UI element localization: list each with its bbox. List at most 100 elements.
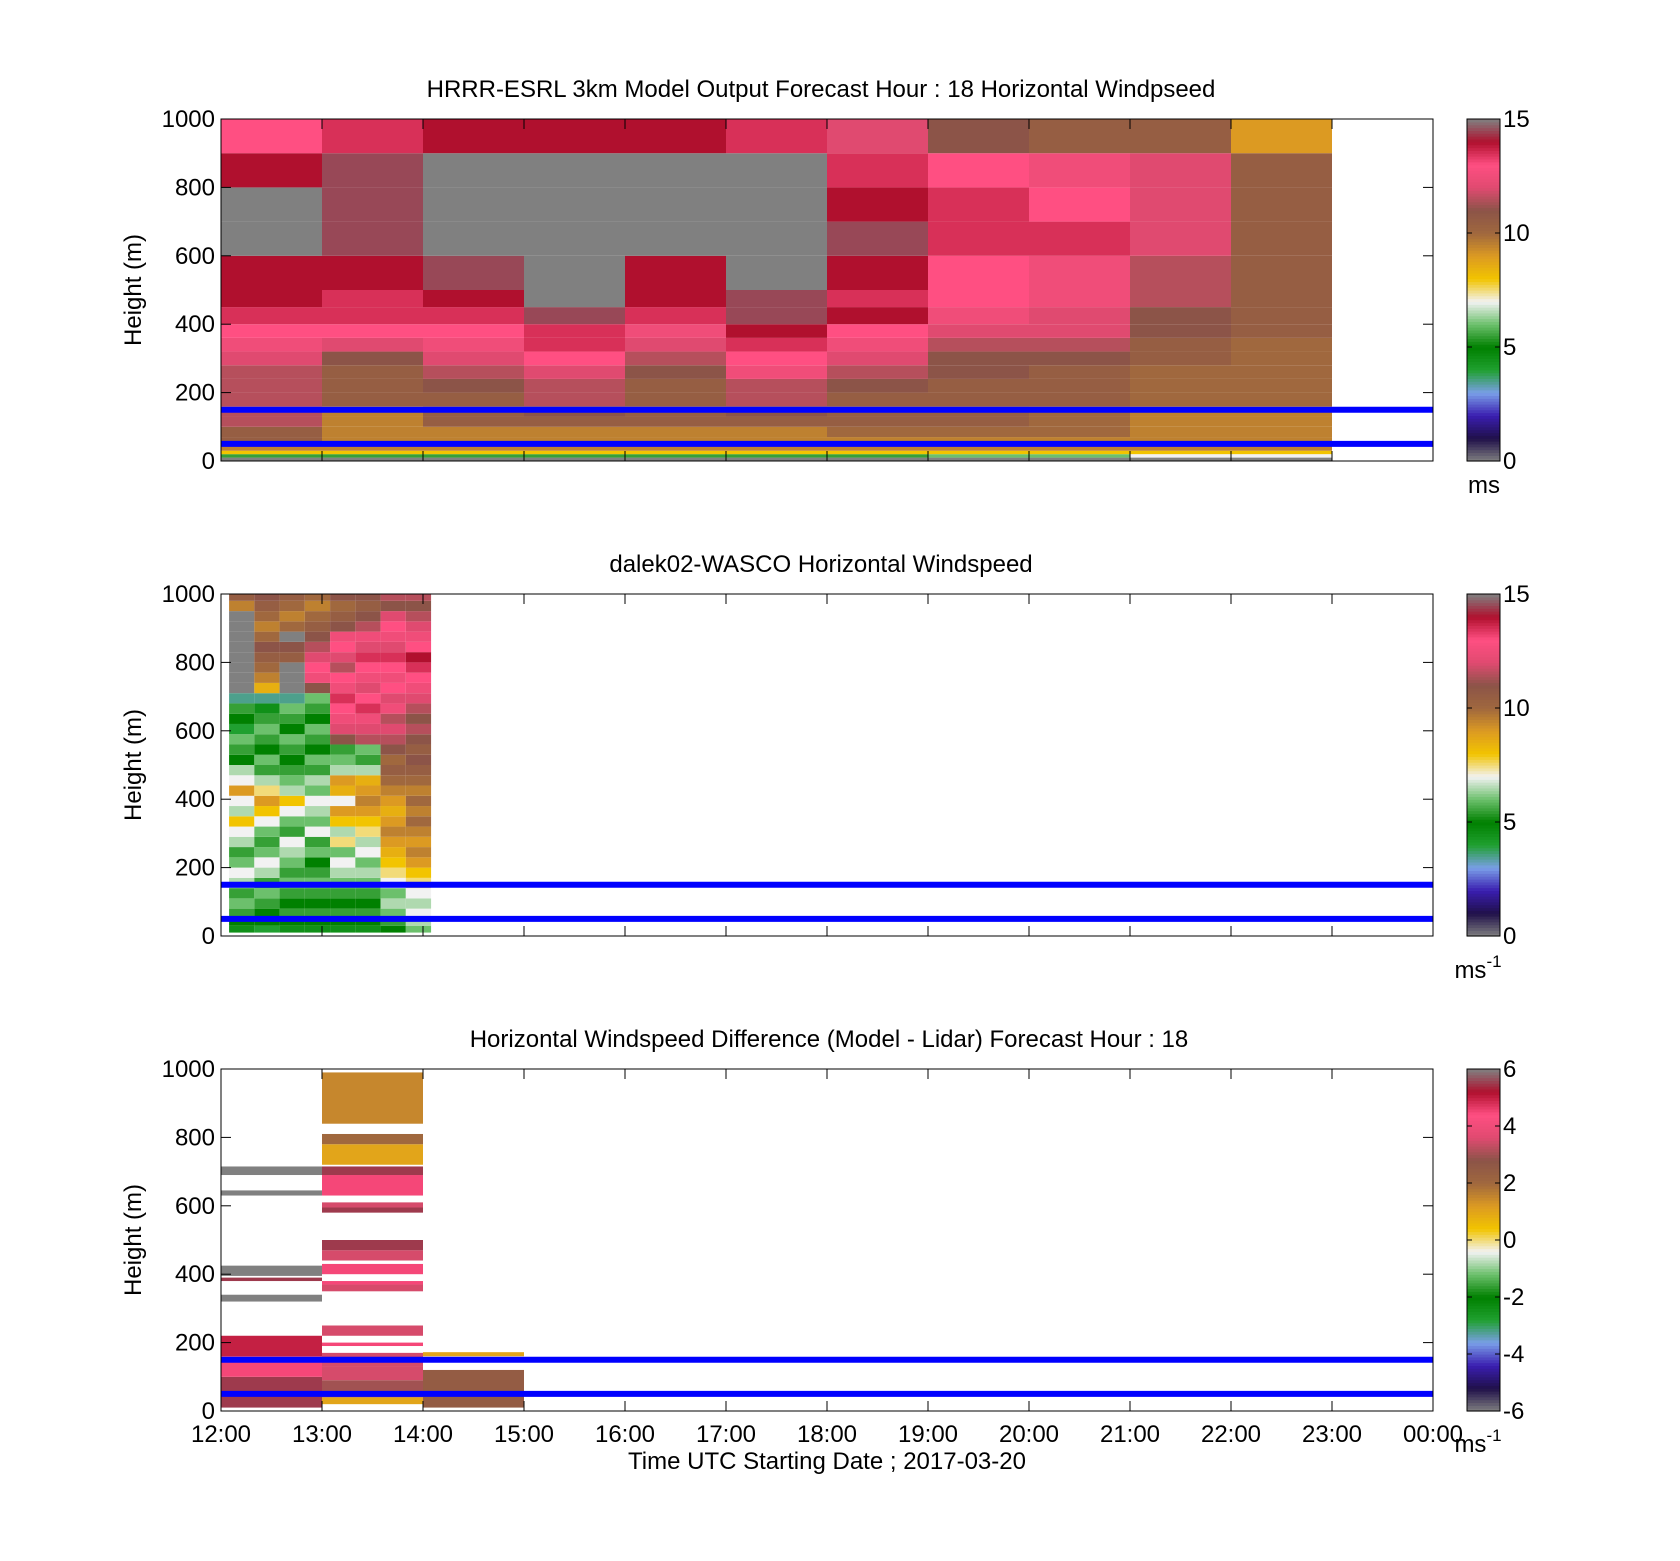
colorbar-swatch (1467, 332, 1500, 337)
heatmap-cell (322, 1250, 423, 1261)
heatmap-cell (355, 925, 381, 933)
heatmap-cell (355, 847, 381, 858)
heatmap-cell (1029, 392, 1130, 407)
colorbar-swatch (1467, 1311, 1500, 1315)
heatmap-cell (625, 454, 726, 458)
heatmap-cell (405, 703, 432, 714)
heatmap-cell (355, 816, 381, 827)
heatmap-cell (279, 918, 305, 926)
heatmap-cell (380, 847, 406, 858)
colorbar-swatch (1467, 392, 1500, 397)
colorbar-swatch (1467, 1108, 1500, 1113)
heatmap-cell (1029, 351, 1130, 366)
heatmap-cell (928, 416, 1029, 427)
heatmap-cell (355, 795, 381, 807)
heatmap-cell (229, 693, 255, 704)
heatmap-cell (221, 1166, 322, 1176)
heatmap-cell (405, 734, 432, 745)
colorbar-tick-label: -2 (1503, 1284, 1524, 1311)
heatmap-cell (1231, 119, 1332, 154)
heatmap-cell (322, 378, 423, 393)
heatmap-cell (279, 672, 305, 683)
heatmap-cell (221, 416, 322, 427)
colorbar-tick-label: 0 (1503, 923, 1516, 950)
heatmap-cell (405, 631, 432, 642)
colorbar-swatch (1467, 173, 1500, 177)
colorbar-swatch (1467, 910, 1500, 914)
heatmap-cell (304, 662, 331, 673)
heatmap-cell (355, 836, 381, 848)
heatmap-cell (279, 713, 305, 724)
colorbar-swatch (1467, 1117, 1500, 1121)
heatmap-cell (405, 594, 432, 601)
heatmap-cell (827, 443, 928, 451)
colorbar-swatch (1467, 1220, 1500, 1224)
heatmap-cell (304, 908, 331, 919)
heatmap-cell (380, 682, 406, 694)
heatmap-cell (229, 836, 255, 848)
colorbar-swatch (1467, 150, 1500, 154)
heatmap-cell (322, 426, 423, 438)
heatmap-cell (625, 153, 726, 188)
heatmap-cell (355, 908, 381, 919)
colorbar-swatch (1467, 295, 1500, 300)
colorbar-swatch (1467, 1114, 1500, 1119)
heatmap-cell (304, 836, 331, 848)
heatmap-cell (524, 416, 625, 427)
heatmap-cell (322, 450, 423, 455)
heatmap-cell (322, 1133, 423, 1145)
heatmap-cell (322, 1397, 423, 1405)
colorbar-swatch (1467, 1331, 1500, 1335)
heatmap-cell (423, 1369, 524, 1408)
colorbar-swatch (1467, 699, 1500, 703)
colorbar-swatch (1467, 218, 1500, 223)
colorbar-swatch (1467, 178, 1500, 183)
x-tick-labels: 12:00 13:00 14:00 15:00 16:00 17:00 18:00 19:00… (191, 1421, 1463, 1448)
y-tick-label: 800 (175, 174, 215, 201)
heatmap-cell (221, 392, 322, 407)
colorbar-swatch (1467, 1111, 1500, 1116)
heatmap-cell (254, 806, 280, 817)
colorbar-swatch (1467, 810, 1500, 815)
heatmap-cell (304, 785, 331, 796)
heatmap-cell (827, 255, 928, 290)
heatmap-cell (827, 450, 928, 455)
heatmap-cell (380, 594, 406, 601)
colorbar-swatch (1467, 668, 1500, 672)
colorbar-unit: ms-1 (1454, 1426, 1501, 1458)
colorbar-swatch (1467, 710, 1500, 715)
colorbar-swatch (1467, 1373, 1500, 1378)
colorbar-swatch (1467, 713, 1500, 718)
heatmap-cell (304, 775, 331, 786)
heatmap-cell (221, 351, 322, 366)
colorbar-swatch (1467, 1188, 1500, 1193)
heatmap-cell (827, 221, 928, 256)
heatmap-cell (304, 867, 331, 878)
heatmap-cell (524, 187, 625, 222)
heatmap-cell (229, 662, 255, 673)
heatmap-cell (279, 826, 305, 837)
heatmap-cell (254, 857, 280, 868)
colorbar-swatch (1467, 1137, 1500, 1141)
y-tick-label: 1000 (162, 581, 215, 608)
colorbar-swatch (1467, 1277, 1500, 1281)
heatmap-cell (380, 744, 406, 755)
heatmap-cell (229, 826, 255, 837)
y-tick-label: 800 (175, 649, 215, 676)
colorbar-swatch (1467, 696, 1500, 701)
colorbar-swatch (1467, 1368, 1500, 1372)
colorbar-swatch (1467, 418, 1500, 422)
colorbar-swatch (1467, 401, 1500, 405)
y-tick-label: 600 (175, 243, 215, 270)
colorbar-swatch (1467, 918, 1500, 923)
colorbar-swatch (1467, 421, 1500, 425)
heatmap-cell (928, 454, 1029, 458)
colorbar-swatch (1467, 304, 1500, 308)
heatmap-cell (355, 600, 381, 612)
colorbar-swatch (1467, 1325, 1500, 1329)
heatmap-cell (423, 365, 524, 379)
colorbar-swatch (1467, 307, 1500, 311)
colorbar-swatch (1467, 679, 1500, 683)
heatmap-cell (254, 816, 280, 827)
colorbar-swatch (1467, 1194, 1500, 1198)
